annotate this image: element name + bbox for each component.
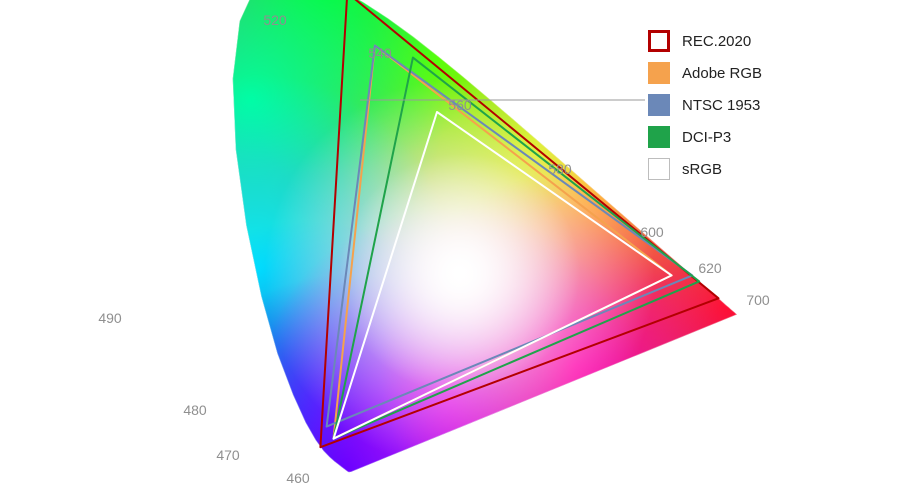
legend-swatch — [648, 94, 670, 116]
legend-item: DCI-P3 — [648, 126, 762, 148]
diagram-svg — [0, 0, 900, 500]
legend-item: REC.2020 — [648, 30, 762, 52]
legend-label: REC.2020 — [682, 33, 751, 50]
wavelength-label: 520 — [263, 12, 286, 28]
chromaticity-diagram: { "diagram": { "type": "chromaticity-gam… — [0, 0, 900, 500]
legend-swatch — [648, 62, 670, 84]
legend-label: DCI-P3 — [682, 129, 731, 146]
legend-item: Adobe RGB — [648, 62, 762, 84]
wavelength-label: 470 — [216, 447, 239, 463]
legend-label: Adobe RGB — [682, 65, 762, 82]
legend-swatch — [648, 30, 670, 52]
wavelength-label: 480 — [183, 402, 206, 418]
wavelength-label: 620 — [698, 260, 721, 276]
wavelength-label: 460 — [286, 470, 309, 486]
legend-swatch — [648, 158, 670, 180]
legend-label: NTSC 1953 — [682, 97, 760, 114]
legend: REC.2020 Adobe RGB NTSC 1953 DCI-P3 sRGB — [648, 30, 762, 190]
wavelength-label: 700 — [746, 292, 769, 308]
legend-item: NTSC 1953 — [648, 94, 762, 116]
wavelength-label: 600 — [640, 224, 663, 240]
wavelength-label: 560 — [448, 97, 471, 113]
legend-swatch — [648, 126, 670, 148]
legend-label: sRGB — [682, 161, 722, 178]
legend-item: sRGB — [648, 158, 762, 180]
wavelength-label: 490 — [98, 310, 121, 326]
wavelength-label: 540 — [368, 45, 391, 61]
wavelength-label: 580 — [548, 161, 571, 177]
